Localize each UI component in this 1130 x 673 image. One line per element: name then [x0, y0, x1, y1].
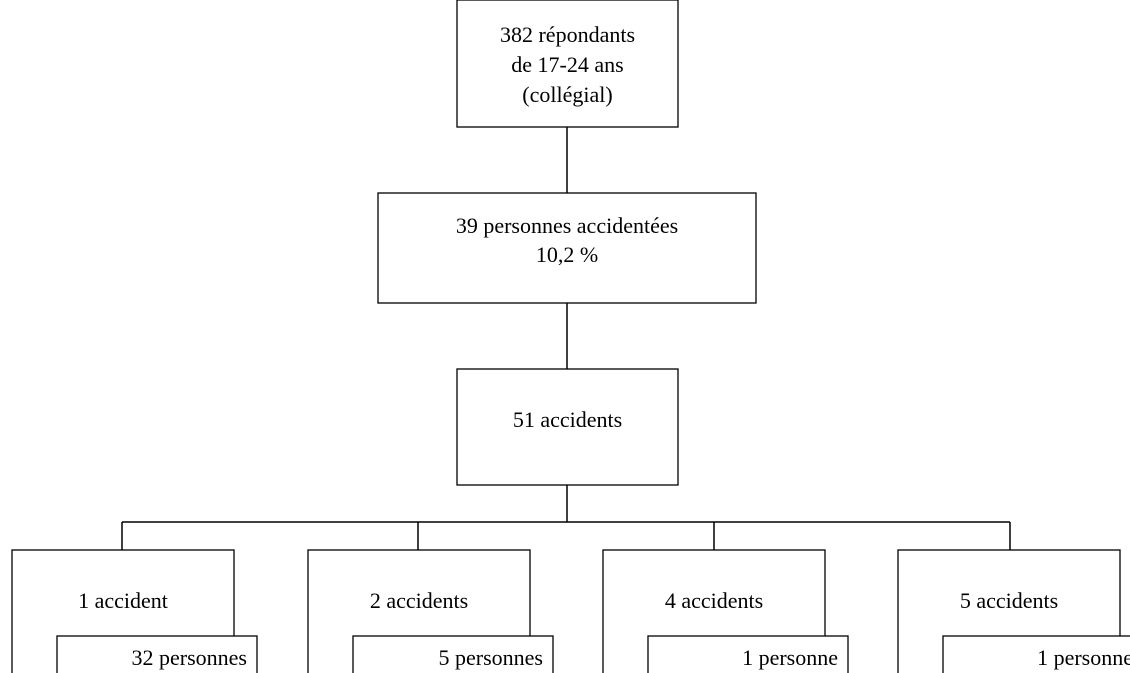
node-label: de 17-24 ans	[511, 52, 623, 77]
persons-label: 5 personnes	[439, 645, 543, 670]
persons-label: 32 personnes	[132, 645, 247, 670]
node-label: 10,2 %	[536, 242, 598, 267]
branch-label: 5 accidents	[960, 588, 1058, 613]
persons-box	[56, 635, 258, 673]
node-label: 382 répondants	[500, 22, 635, 47]
node-box	[456, 0, 679, 128]
node-label: 39 personnes accidentées	[456, 213, 678, 238]
node-label: 51 accidents	[513, 407, 622, 432]
node-label: (collégial)	[522, 82, 612, 107]
branch-label: 4 accidents	[665, 588, 763, 613]
persons-box	[942, 635, 1130, 673]
node-box	[456, 368, 679, 486]
persons-label: 1 personne	[742, 645, 838, 670]
branch-label: 2 accidents	[370, 588, 468, 613]
node-box	[377, 192, 757, 304]
branch-label: 1 accident	[78, 588, 168, 613]
persons-box	[647, 635, 849, 673]
persons-label: 1 personne	[1037, 645, 1130, 670]
persons-box	[352, 635, 554, 673]
